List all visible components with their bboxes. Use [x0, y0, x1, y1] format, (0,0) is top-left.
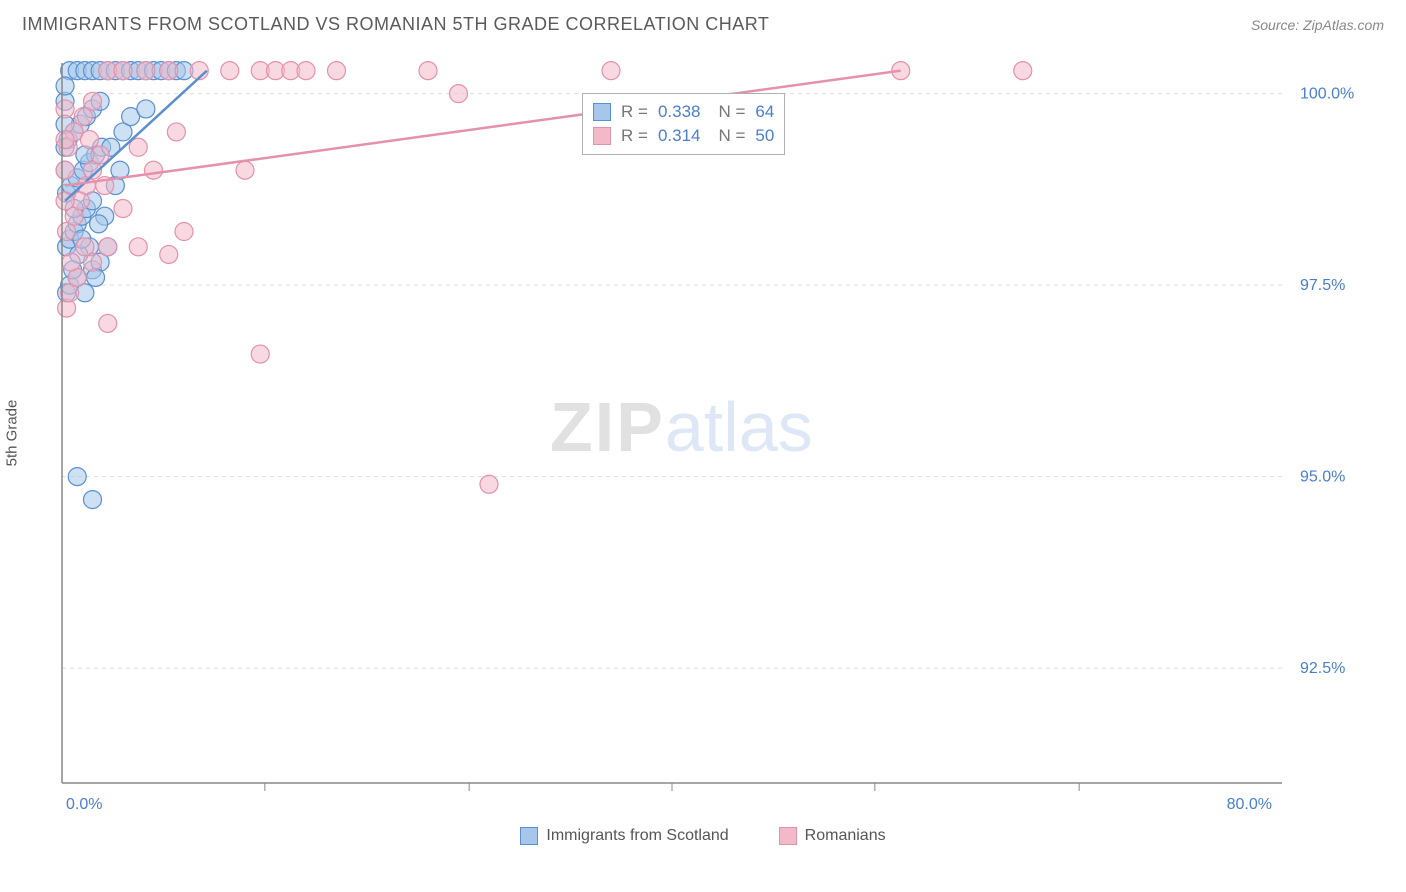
y-tick-label: 97.5% [1300, 277, 1345, 294]
data-point [419, 62, 437, 80]
data-point [76, 238, 94, 256]
source-label: Source: ZipAtlas.com [1251, 17, 1384, 33]
x-tick-label: 80.0% [1227, 796, 1272, 813]
stats-legend-box: R = 0.338 N = 64 R = 0.314 N = 50 [582, 93, 785, 155]
stats-r-label: R = [621, 126, 648, 146]
data-point [480, 475, 498, 493]
stats-n-label: N = [718, 102, 745, 122]
data-point [328, 62, 346, 80]
legend-swatch [593, 103, 611, 121]
data-point [137, 62, 155, 80]
data-point [80, 131, 98, 149]
data-point [84, 92, 102, 110]
data-point [90, 215, 108, 233]
y-tick-label: 95.0% [1300, 469, 1345, 486]
data-point [1014, 62, 1032, 80]
stats-row: R = 0.338 N = 64 [593, 100, 774, 124]
data-point [145, 161, 163, 179]
data-point [297, 62, 315, 80]
bottom-legend: Immigrants from Scotland Romanians [0, 827, 1406, 845]
data-point [160, 245, 178, 263]
data-point [62, 253, 80, 271]
data-point [56, 161, 74, 179]
data-point [114, 200, 132, 218]
legend-swatch [520, 827, 538, 845]
x-tick-label: 0.0% [66, 796, 102, 813]
legend-label: Romanians [805, 827, 886, 845]
chart-area: 5th Grade 92.5%95.0%97.5%100.0%0.0%80.0%… [22, 43, 1384, 823]
y-tick-label: 92.5% [1300, 660, 1345, 677]
data-point [68, 468, 86, 486]
data-point [99, 314, 117, 332]
data-point [236, 161, 254, 179]
data-point [114, 62, 132, 80]
stats-r-value: 0.338 [658, 102, 701, 122]
data-point [137, 100, 155, 118]
data-point [84, 491, 102, 509]
scatter-plot: 92.5% 95.0% 97.5% 100.0% 0.0% 80.0% [22, 43, 1362, 823]
data-point [221, 62, 239, 80]
data-point [167, 123, 185, 141]
data-point [56, 77, 74, 95]
stats-row: R = 0.314 N = 50 [593, 124, 774, 148]
data-point [175, 223, 193, 241]
y-axis-label: 5th Grade [4, 400, 21, 467]
stats-r-label: R = [621, 102, 648, 122]
y-tick-label: 100.0% [1300, 86, 1354, 103]
data-point [251, 345, 269, 363]
legend-label: Immigrants from Scotland [546, 827, 728, 845]
data-point [56, 100, 74, 118]
stats-n-value: 64 [755, 102, 774, 122]
data-point [99, 238, 117, 256]
data-point [160, 62, 178, 80]
legend-swatch [779, 827, 797, 845]
stats-n-label: N = [718, 126, 745, 146]
data-point [56, 131, 74, 149]
data-point [602, 62, 620, 80]
legend-item: Romanians [779, 827, 886, 845]
data-point [450, 85, 468, 103]
legend-swatch [593, 127, 611, 145]
data-point [129, 238, 147, 256]
legend-item: Immigrants from Scotland [520, 827, 728, 845]
chart-title: IMMIGRANTS FROM SCOTLAND VS ROMANIAN 5TH… [22, 14, 769, 35]
stats-n-value: 50 [755, 126, 774, 146]
stats-r-value: 0.314 [658, 126, 701, 146]
